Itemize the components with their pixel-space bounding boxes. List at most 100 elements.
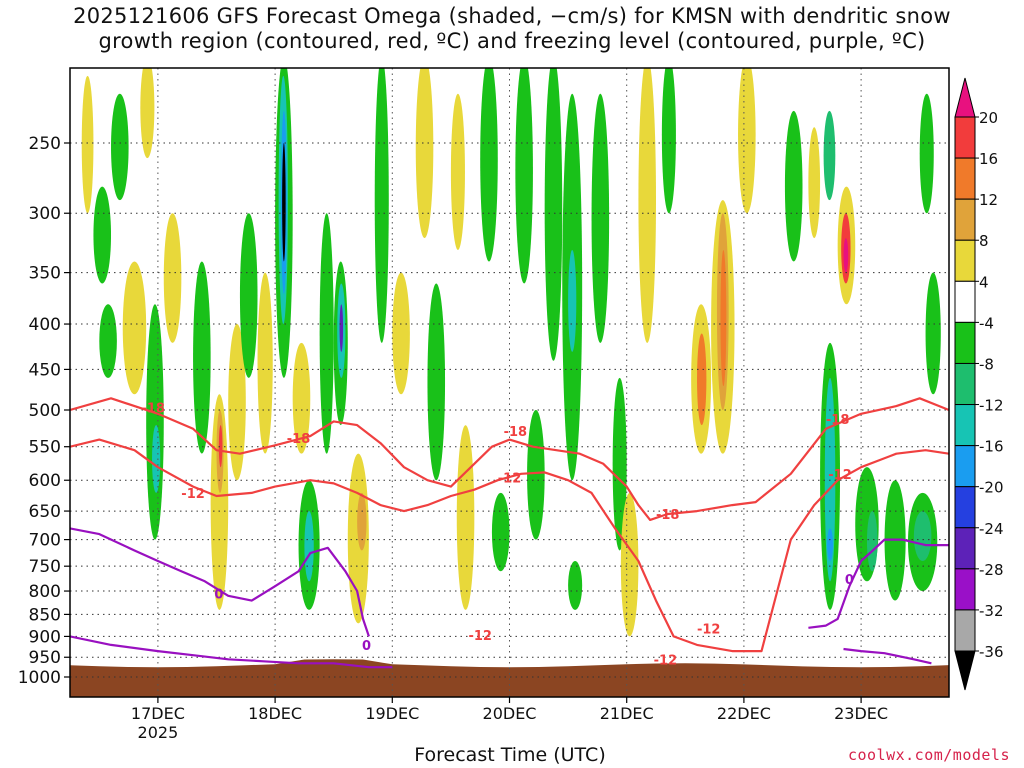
colorbar-label-10: -24	[979, 520, 1004, 538]
x-tick-label-18DEC: 18DEC	[248, 704, 302, 723]
omega-patch-49	[697, 333, 707, 426]
y-tick-label-800: 800	[29, 582, 61, 602]
colorbar-label-11: -28	[979, 561, 1004, 579]
contour-label-7: -12	[468, 629, 492, 644]
y-tick-label-1000: 1000	[18, 668, 61, 688]
contour-lines	[70, 397, 949, 669]
omega-patch-29	[374, 68, 389, 343]
omega-patch-12	[218, 425, 223, 468]
freezing-contour-5	[843, 647, 932, 665]
omega-patch-7	[152, 425, 161, 493]
omega-patch-13	[228, 324, 246, 481]
contour-label-13: 0	[845, 573, 854, 588]
omega-patch-5	[122, 261, 147, 395]
grid-lines	[70, 68, 949, 697]
y-tick-label-700: 700	[29, 531, 61, 551]
x-tick-label-23DEC: 23DEC	[834, 704, 888, 723]
omega-patch-36	[491, 492, 510, 572]
colorbar-label-8: -16	[979, 438, 1004, 456]
contour-label-6: -12	[498, 472, 522, 487]
y-tick-label-900: 900	[29, 627, 61, 647]
omega-patch-38	[527, 410, 545, 540]
y-axis: 2503003504004505005506006507007508008509…	[18, 134, 70, 688]
colorbar-box-7	[954, 404, 976, 447]
contour-label-2: -18	[504, 425, 528, 440]
title-line-2: growth region (contoured, red, ºC) and f…	[98, 29, 926, 53]
x-tick-label-19DEC: 19DEC	[365, 704, 419, 723]
omega-patch-2	[99, 304, 117, 378]
omega-patch-64	[866, 511, 878, 572]
contour-labels: -18 -18 -18 -18 -18 -12 -12 -12 -12 -12 -12 0 0 0	[141, 402, 853, 669]
omega-patch-8	[163, 213, 182, 343]
omega-patch-20	[292, 342, 311, 454]
omega-patch-32	[427, 283, 446, 481]
dgz-contour-1	[70, 438, 949, 653]
title-line-1: 2025121606 GFS Forecast Omega (shaded, −…	[73, 4, 951, 28]
omega-patch-31	[415, 68, 434, 239]
y-tick-label-350: 350	[29, 264, 61, 284]
omega-patch-39	[544, 68, 563, 361]
contour-label-12: 0	[362, 639, 371, 654]
colorbar-label-13: -36	[979, 643, 1004, 661]
omega-patch-14	[239, 213, 258, 378]
omega-patch-54	[784, 110, 803, 262]
omega-patch-9	[193, 261, 211, 454]
contour-label-8: -12	[697, 623, 721, 638]
omega-patch-37	[515, 68, 533, 284]
colorbar-label-5: -4	[979, 314, 994, 332]
omega-patch-59	[823, 110, 836, 201]
x-tick-label-21DEC: 21DEC	[600, 704, 654, 723]
omega-patch-46	[638, 68, 656, 343]
y-tick-label-400: 400	[29, 315, 61, 335]
colorbar-box-5	[954, 321, 976, 364]
y-tick-label-600: 600	[29, 471, 61, 491]
colorbar-label-2: 12	[979, 191, 998, 209]
omega-patch-45	[620, 492, 639, 637]
omega-patch-58	[827, 528, 833, 562]
omega-patch-22	[304, 511, 314, 582]
colorbar-label-1: 16	[979, 150, 998, 168]
ground-layer	[70, 659, 949, 697]
contour-label-3: -18	[656, 508, 680, 523]
freezing-contour-3	[70, 635, 393, 669]
omega-patch-43	[591, 93, 610, 343]
colorbar-label-9: -20	[979, 479, 1004, 497]
colorbar-box-1	[954, 157, 976, 200]
colorbar-label-3: 8	[979, 232, 989, 250]
dgz-contour-0	[70, 397, 949, 522]
colorbar-box-4	[954, 280, 976, 323]
freezing-contour-2	[70, 527, 370, 637]
omega-patch-19	[282, 143, 286, 262]
contour-label-9: -12	[654, 653, 678, 668]
colorbar-box-11	[954, 568, 976, 611]
colorbar-box-0	[954, 116, 976, 159]
y-tick-label-450: 450	[29, 360, 61, 380]
omega-patch-30	[392, 272, 410, 395]
omega-patch-42	[568, 561, 583, 610]
chart-title: 2025121606 GFS Forecast Omega (shaded, −…	[0, 4, 1024, 54]
colorbar-label-12: -32	[979, 602, 1004, 620]
omega-patch-68	[925, 272, 941, 395]
omega-shading	[81, 68, 941, 637]
colorbar-box-8	[954, 445, 976, 488]
omega-patch-33	[450, 93, 465, 250]
freezing-contour-4	[808, 538, 949, 629]
y-tick-label-650: 650	[29, 502, 61, 522]
colorbar-label-7: -12	[979, 397, 1004, 415]
omega-patch-26	[339, 304, 344, 352]
contour-label-11: 0	[214, 587, 223, 602]
ground-surface	[70, 659, 949, 697]
omega-patch-4	[140, 68, 155, 159]
colorbar-box-2	[954, 198, 976, 241]
contour-label-5: -12	[181, 487, 205, 502]
omega-patch-35	[480, 68, 498, 262]
y-tick-label-850: 850	[29, 605, 61, 625]
omega-patch-1	[93, 186, 112, 284]
omega-patch-67	[913, 511, 932, 562]
omega-patch-23	[319, 213, 334, 454]
y-tick-label-750: 750	[29, 557, 61, 577]
x-tick-label-17DEC: 17DEC	[131, 704, 185, 723]
colorbar-top-arrow	[954, 77, 976, 118]
